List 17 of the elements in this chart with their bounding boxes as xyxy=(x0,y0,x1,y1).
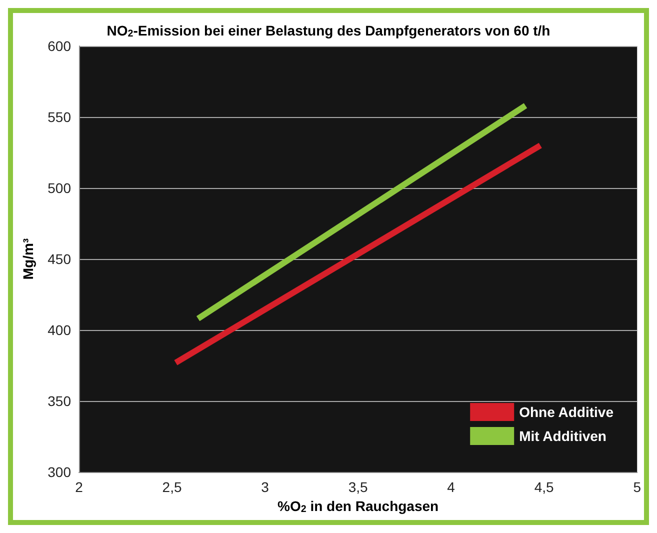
x-tick-label: 2 xyxy=(75,479,84,495)
y-tick-label: 300 xyxy=(48,464,72,480)
x-tick-label: 5 xyxy=(633,479,642,495)
x-tick-label: 4 xyxy=(447,479,456,495)
legend-label: Ohne Additive xyxy=(519,404,614,420)
y-tick-label: 350 xyxy=(48,393,72,409)
y-axis-title: Mg/m³ xyxy=(20,238,36,280)
y-tick-label: 450 xyxy=(48,251,72,267)
x-tick-label: 4,5 xyxy=(534,479,554,495)
x-tick-label: 3,5 xyxy=(348,479,368,495)
y-tick-label: 500 xyxy=(48,180,72,196)
y-tick-label: 400 xyxy=(48,322,72,338)
x-tick-label: 3 xyxy=(261,479,270,495)
x-tick-label: 2,5 xyxy=(162,479,182,495)
y-tick-label: 600 xyxy=(48,38,72,54)
y-tick-label: 550 xyxy=(48,109,72,125)
legend-label: Mit Additiven xyxy=(519,428,606,444)
